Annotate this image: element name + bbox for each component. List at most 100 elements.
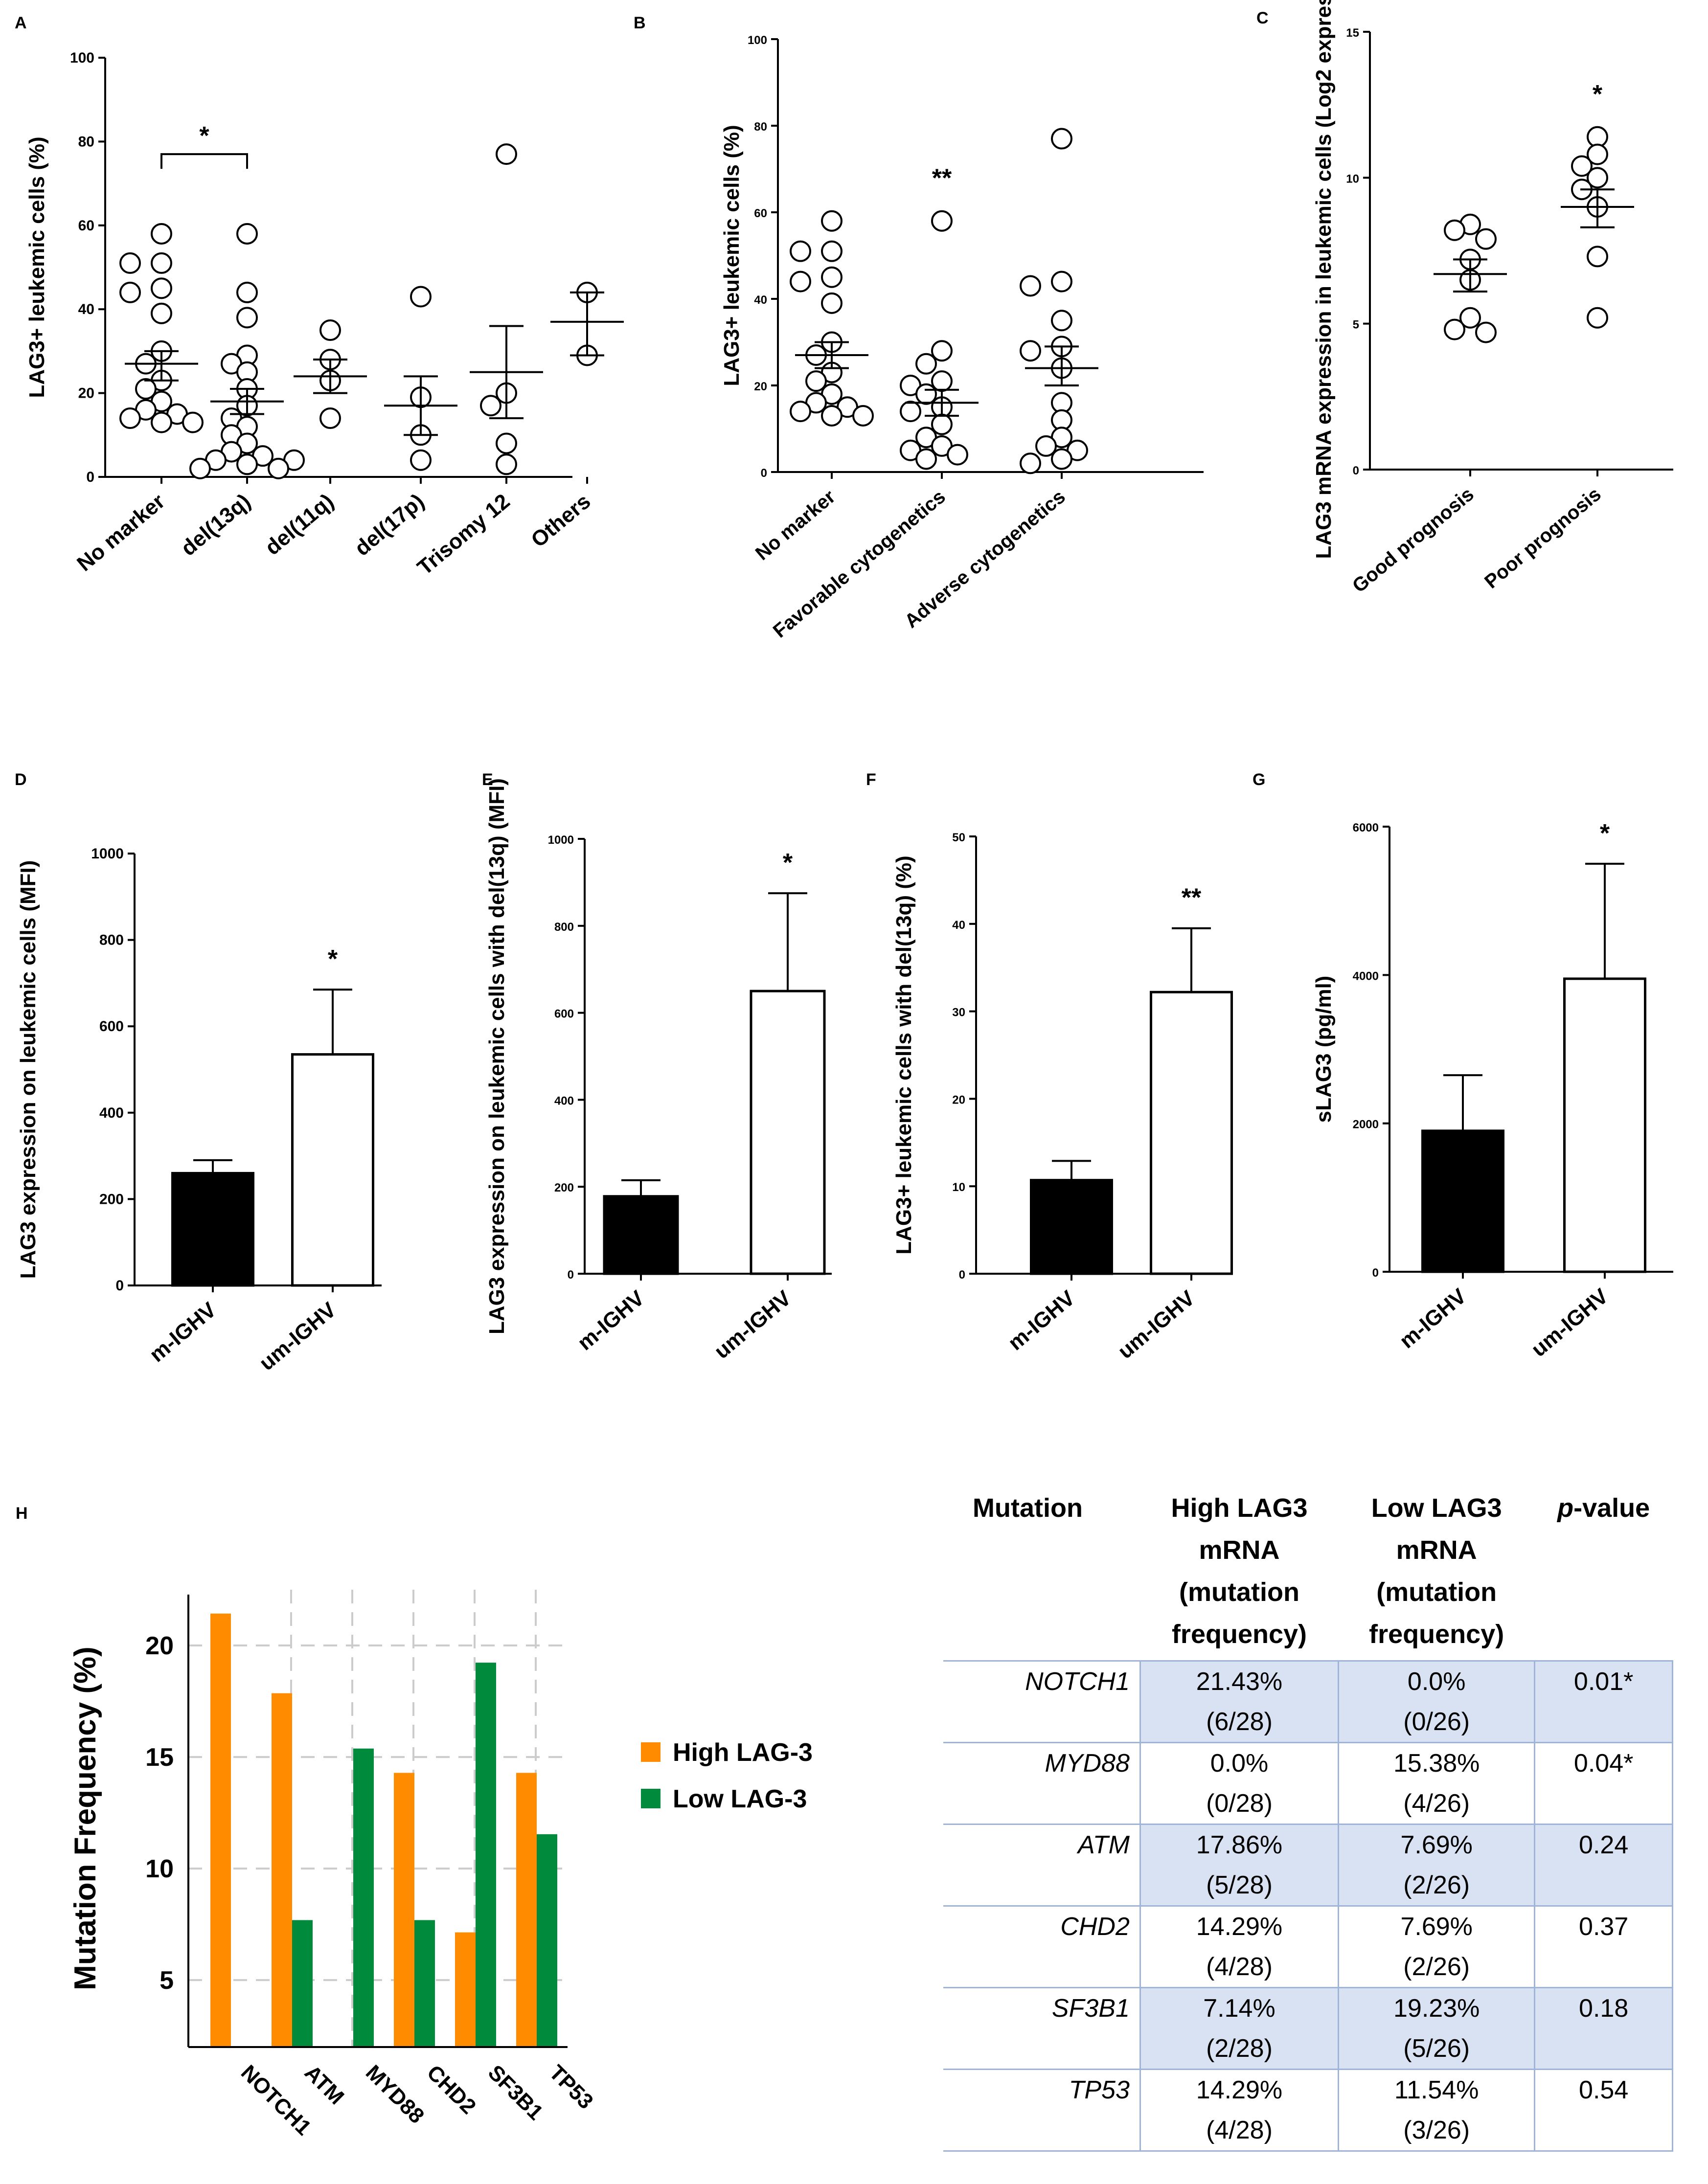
table-row: TP53 14.29% (4/28) 11.54% (3/26) 0.54 bbox=[943, 2069, 1673, 2152]
y-tick-label: 20 bbox=[145, 1632, 174, 1660]
y-tick-label: 10 bbox=[952, 1181, 965, 1194]
table-row: ATM 17.86% (5/28) 7.69% (2/26) 0.24 bbox=[943, 1824, 1673, 1907]
y-tick-label: 1000 bbox=[91, 846, 124, 862]
y-tick-label: 60 bbox=[754, 207, 767, 220]
cell-text: SF3B1 bbox=[1051, 1994, 1130, 2023]
panel-f: F 0 10 20 30 40 50 LAG3+ leukemic cells with de… bbox=[866, 770, 1233, 1364]
y-tick-label: 100 bbox=[70, 50, 94, 66]
cell-text: NOTCH1 bbox=[1025, 1667, 1130, 1696]
header-high-line: High LAG3 bbox=[1171, 1493, 1308, 1523]
x-tick-label: No marker bbox=[72, 489, 169, 576]
data-point bbox=[151, 302, 172, 324]
cell-text: CHD2 bbox=[1060, 1913, 1130, 1941]
gene-cell: MYD88 bbox=[943, 1742, 1141, 1825]
y-tick-label: 4000 bbox=[1353, 969, 1379, 983]
data-point bbox=[236, 453, 258, 475]
low-lag3-cell: 7.69% (2/26) bbox=[1338, 1905, 1536, 1988]
low-lag3-cell: 19.23% (5/26) bbox=[1338, 1987, 1536, 2070]
panel-c: C 0 5 10 15 LAG3 mRNA expression in leukemic … bbox=[1256, 0, 1673, 597]
high-lag3-cell: 0.0% (0/28) bbox=[1139, 1742, 1340, 1825]
y-tick-label: 10 bbox=[1346, 172, 1359, 185]
data-point bbox=[151, 411, 172, 433]
y-tick-label: 2000 bbox=[1353, 1118, 1379, 1131]
cell-text: (0/26) bbox=[1403, 1708, 1470, 1736]
data-point bbox=[496, 453, 517, 475]
x-tick-label: um-IGHV bbox=[1527, 1284, 1613, 1362]
data-point bbox=[236, 307, 258, 329]
y-axis-label: LAG3 mRNA expression in leukemic cells (… bbox=[1312, 0, 1336, 559]
data-point bbox=[1571, 155, 1593, 177]
header-high-line: (mutation bbox=[1179, 1577, 1299, 1607]
bar bbox=[1030, 1179, 1113, 1275]
data-point bbox=[852, 405, 874, 427]
y-tick-label: 80 bbox=[754, 120, 767, 134]
data-point bbox=[151, 252, 172, 274]
mutation-table-body: NOTCH1 21.43% (6/28) 0.0% (0/26) 0.01* MYD88 0.… bbox=[943, 1660, 1673, 2152]
bar bbox=[210, 1613, 231, 2047]
data-point bbox=[1051, 128, 1072, 150]
cell-text: MYD88 bbox=[1045, 1749, 1130, 1778]
data-point bbox=[1587, 143, 1608, 165]
y-tick-label: 0 bbox=[1372, 1266, 1379, 1280]
y-tick-label: 0 bbox=[761, 467, 767, 480]
y-tick-label: 40 bbox=[952, 919, 965, 932]
significance-marker: ** bbox=[932, 164, 952, 193]
x-tick-label: Trisomy 12 bbox=[413, 489, 515, 580]
p-value-cell: 0.54 bbox=[1534, 2069, 1673, 2152]
p-value-cell: 0.24 bbox=[1534, 1824, 1673, 1907]
data-point bbox=[1475, 321, 1497, 343]
data-point bbox=[119, 407, 141, 429]
y-axis-label: LAG3 expression on leukemic cells (MFI) bbox=[16, 860, 40, 1279]
panel-letter: E bbox=[482, 770, 493, 789]
data-point bbox=[947, 444, 968, 466]
bar bbox=[414, 1920, 435, 2047]
y-tick-label: 6000 bbox=[1353, 821, 1379, 834]
cell-text: (4/28) bbox=[1206, 2116, 1273, 2144]
header-p-value: p-value bbox=[1535, 1487, 1673, 1661]
data-point bbox=[1459, 307, 1481, 329]
data-point bbox=[1587, 167, 1608, 189]
gene-cell: TP53 bbox=[943, 2069, 1141, 2152]
cell-text: 0.24 bbox=[1579, 1831, 1629, 1859]
legend-swatch bbox=[641, 1789, 660, 1808]
x-tick-label: m-IGHV bbox=[1395, 1284, 1471, 1353]
data-point bbox=[1587, 246, 1608, 268]
data-point bbox=[1051, 270, 1072, 293]
table-row: CHD2 14.29% (4/28) 7.69% (2/26) 0.37 bbox=[943, 1905, 1673, 1988]
cell-text: 0.0% bbox=[1210, 1749, 1269, 1778]
bar bbox=[476, 1663, 496, 2047]
y-tick-label: 40 bbox=[78, 301, 94, 317]
cell-text: 0.0% bbox=[1407, 1667, 1466, 1696]
data-point bbox=[790, 240, 811, 262]
x-tick-label: TP53 bbox=[545, 2060, 598, 2114]
y-tick-label: 800 bbox=[99, 932, 124, 948]
cell-text: 19.23% bbox=[1393, 1994, 1480, 2023]
data-point bbox=[236, 223, 258, 245]
y-tick-label: 0 bbox=[568, 1268, 574, 1282]
y-axis-label: LAG3 expression on leukemic cells with d… bbox=[485, 778, 509, 1334]
y-tick-label: 15 bbox=[1346, 26, 1359, 40]
data-point bbox=[319, 407, 341, 429]
panel-a: A 0 20 40 60 80 100 LAG3+ leukemic cells (%) No … bbox=[15, 14, 624, 580]
data-point bbox=[119, 281, 141, 303]
x-tick-label: Others bbox=[526, 489, 595, 552]
data-point bbox=[119, 252, 141, 274]
x-tick-label: m-IGHV bbox=[145, 1298, 221, 1367]
x-tick-label: NOTCH1 bbox=[236, 2060, 316, 2140]
low-lag3-cell: 15.38% (4/26) bbox=[1338, 1742, 1536, 1825]
bar bbox=[1563, 977, 1646, 1273]
cell-text: 0.37 bbox=[1579, 1913, 1629, 1941]
high-lag3-cell: 17.86% (5/28) bbox=[1139, 1824, 1340, 1907]
significance-bracket bbox=[160, 153, 248, 169]
y-tick-label: 20 bbox=[952, 1093, 965, 1106]
header-high-line: mRNA bbox=[1199, 1535, 1280, 1565]
x-tick-label: SF3B1 bbox=[483, 2060, 547, 2124]
significance-marker: ** bbox=[1182, 884, 1202, 912]
header-mutation: Mutation bbox=[973, 1493, 1083, 1523]
y-tick-label: 60 bbox=[78, 218, 94, 234]
table-row: NOTCH1 21.43% (6/28) 0.0% (0/26) 0.01* bbox=[943, 1660, 1673, 1743]
y-tick-label: 400 bbox=[99, 1105, 124, 1121]
cell-text: 0.18 bbox=[1579, 1994, 1629, 2023]
data-point bbox=[151, 277, 172, 299]
